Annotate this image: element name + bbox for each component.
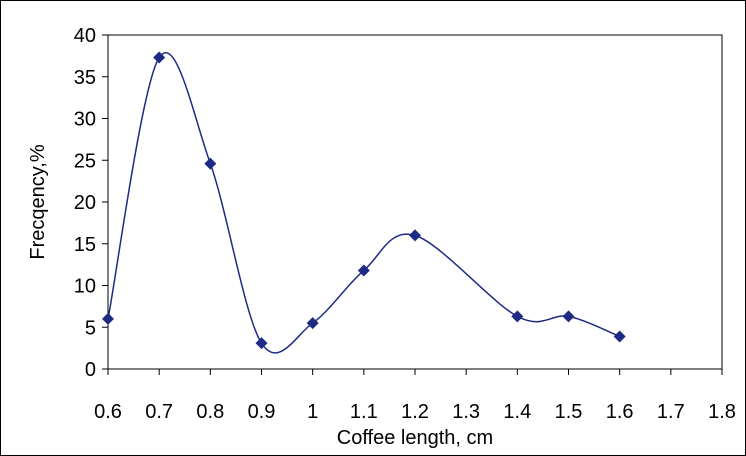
x-axis-title: Coffee length, cm [337, 427, 493, 449]
data-point-7 [511, 310, 524, 323]
x-tick-label: 1.8 [708, 401, 736, 423]
data-point-0 [102, 312, 114, 325]
x-tick-label: 0.9 [248, 401, 276, 423]
x-tick-label: 1.5 [555, 401, 583, 423]
x-tick-label: 1 [307, 401, 318, 423]
x-tick-label: 1.3 [452, 401, 480, 423]
series-layer [102, 51, 626, 354]
data-point-8 [562, 310, 575, 323]
data-point-2 [204, 157, 217, 170]
x-tick-label: 0.7 [145, 401, 173, 423]
x-tick-label: 0.8 [196, 401, 224, 423]
x-tick-label: 1.1 [350, 401, 378, 423]
y-axis: 0 5 10 15 20 25 30 35 40 [74, 25, 108, 381]
y-tick-label: 30 [74, 109, 96, 131]
x-tick-label: 1.6 [606, 401, 634, 423]
x-tick-label: 1.4 [503, 401, 531, 423]
y-tick-label: 20 [74, 192, 96, 214]
x-axis: 0.6 0.7 0.8 0.9 1 1.1 1.2 1.3 1.4 1.5 1.6 1.7 1.8 [94, 369, 736, 423]
y-tick-label: 5 [85, 317, 96, 339]
y-tick-label: 10 [74, 276, 96, 298]
data-point-6 [409, 229, 421, 242]
data-point-9 [613, 330, 626, 343]
x-tick-label: 1.2 [401, 401, 429, 423]
x-tick-label: 0.6 [94, 401, 122, 423]
data-point-1 [153, 51, 166, 64]
data-point-3 [255, 337, 268, 350]
data-point-4 [306, 317, 319, 330]
x-tick-label: 1.7 [657, 401, 685, 423]
y-tick-label: 40 [74, 25, 96, 47]
y-tick-label: 25 [74, 150, 96, 172]
y-axis-title: Frecqency,% [27, 144, 49, 259]
plot-area [107, 34, 723, 370]
y-tick-label: 35 [74, 67, 96, 89]
y-tick-label: 0 [85, 359, 96, 381]
y-tick-label: 15 [74, 234, 96, 256]
data-point-5 [357, 264, 370, 277]
